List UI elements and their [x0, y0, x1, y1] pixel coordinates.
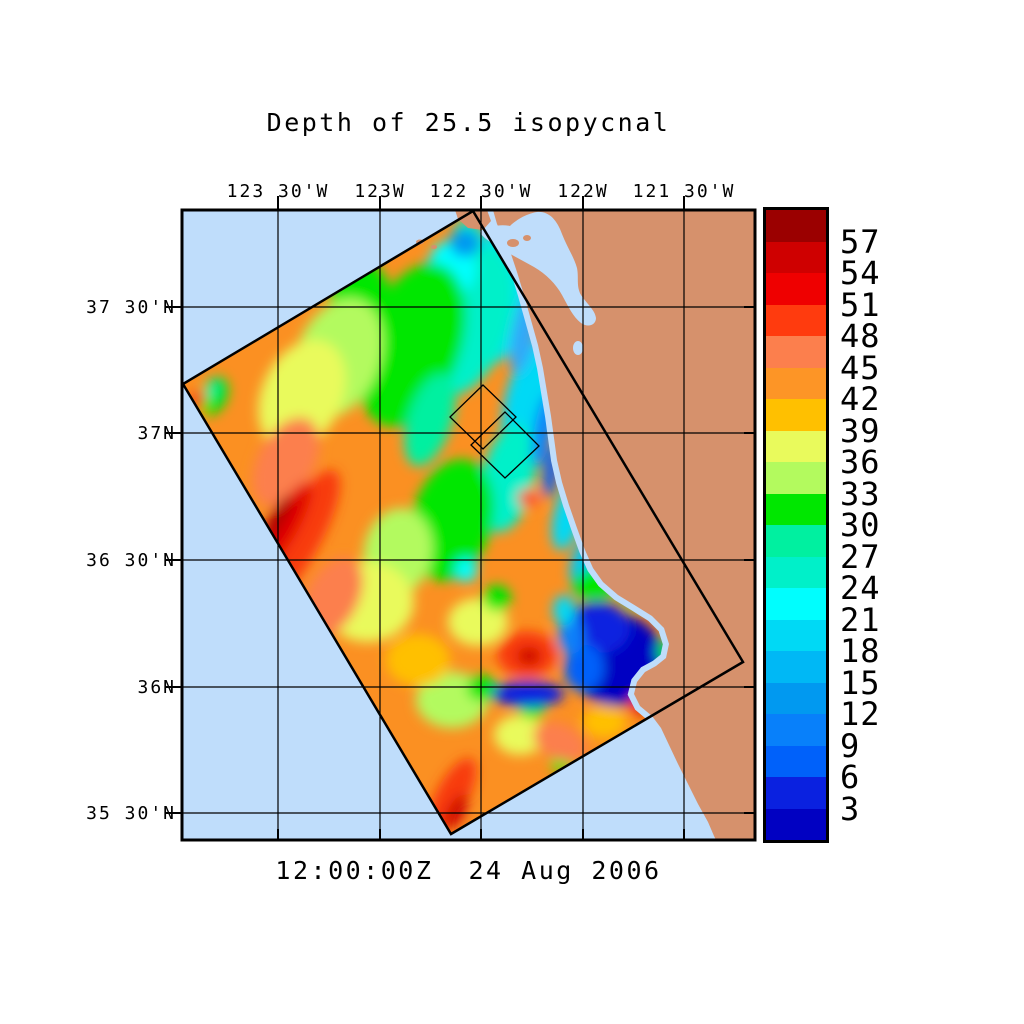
- colorbar-segment: [766, 210, 826, 242]
- colorbar-segment: [766, 462, 826, 494]
- lat-label-35-30n: 35 30'N: [86, 803, 176, 824]
- plot-title: Depth of 25.5 isopycnal: [266, 108, 671, 137]
- lat-label-37n: 37N: [137, 423, 176, 444]
- graticule: [182, 210, 755, 840]
- lon-label-123-30w: 123 30'W: [226, 181, 330, 202]
- colorbar-segment: [766, 399, 826, 431]
- lon-label-122-30w: 122 30'W: [429, 181, 533, 202]
- axis-ticks: [166, 196, 755, 840]
- colorbar-tick-label: 30: [840, 506, 881, 544]
- colorbar-tick-label: 12: [840, 695, 881, 733]
- colorbar-tick-label: 33: [840, 474, 881, 513]
- bay-south-tip: [573, 341, 583, 355]
- diamond-subdomain-1: [449, 384, 517, 450]
- bay-island: [507, 239, 519, 247]
- colorbar-tick-label: 24: [840, 569, 881, 607]
- lon-label-122w: 122W: [557, 181, 609, 202]
- colorbar-segment: [766, 808, 826, 840]
- colorbar-segment: [766, 745, 826, 777]
- model-swath-outline: [182, 210, 745, 836]
- map-frame: [180, 208, 757, 842]
- colorbar-tick-label: 3: [840, 789, 861, 828]
- colorbar-tick-label: 48: [840, 317, 881, 355]
- colorbar-tick-label: 27: [840, 537, 881, 576]
- colorbar-segment: [766, 304, 826, 336]
- colorbar-tick-label: 51: [840, 285, 881, 324]
- colorbar-segment: [766, 241, 826, 273]
- colorbar-tick-label: 15: [840, 663, 881, 702]
- colorbar-tick-label: 54: [840, 254, 881, 292]
- lat-label-36n: 36N: [137, 677, 176, 698]
- colorbar-segment: [766, 430, 826, 462]
- colorbar-tick-label: 9: [840, 726, 861, 765]
- diamond-subdomain-2: [470, 411, 540, 479]
- colorbar-segment: [766, 525, 826, 557]
- lat-label-37-30n: 37 30'N: [86, 297, 176, 318]
- colorbar: [763, 207, 829, 843]
- lat-label-36-30n: 36 30'N: [86, 550, 176, 571]
- lon-label-123w: 123W: [354, 181, 406, 202]
- colorbar-tick-label: 36: [840, 443, 881, 481]
- isopycnal-depth-field: [183, 211, 743, 834]
- colorbar-tick-label: 42: [840, 380, 881, 418]
- colorbar-tick-label: 57: [840, 222, 881, 261]
- colorbar-segment: [766, 682, 826, 714]
- colorbar-tick-label: 39: [840, 411, 881, 450]
- colorbar-segment: [766, 619, 826, 651]
- colorbar-segment: [766, 588, 826, 620]
- colorbar-segment: [766, 714, 826, 746]
- colorbar-segment: [766, 556, 826, 588]
- bay-island-2: [523, 235, 531, 241]
- colorbar-segment: [766, 367, 826, 399]
- timestamp-caption: 12:00:00Z 24 Aug 2006: [275, 856, 662, 885]
- colorbar-segment: [766, 493, 826, 525]
- colorbar-tick-label: 45: [840, 348, 881, 387]
- colorbar-tick-label: 6: [840, 758, 861, 796]
- colorbar-tick-label: 18: [840, 632, 881, 670]
- colorbar-segment: [766, 651, 826, 683]
- colorbar-segment: [766, 273, 826, 305]
- land: [493, 210, 755, 840]
- offshore-islet-2: [431, 245, 437, 249]
- colorbar-tick-label: 21: [840, 600, 881, 639]
- colorbar-segment: [766, 777, 826, 809]
- lon-label-121-30w: 121 30'W: [632, 181, 736, 202]
- colorbar-segment: [766, 336, 826, 368]
